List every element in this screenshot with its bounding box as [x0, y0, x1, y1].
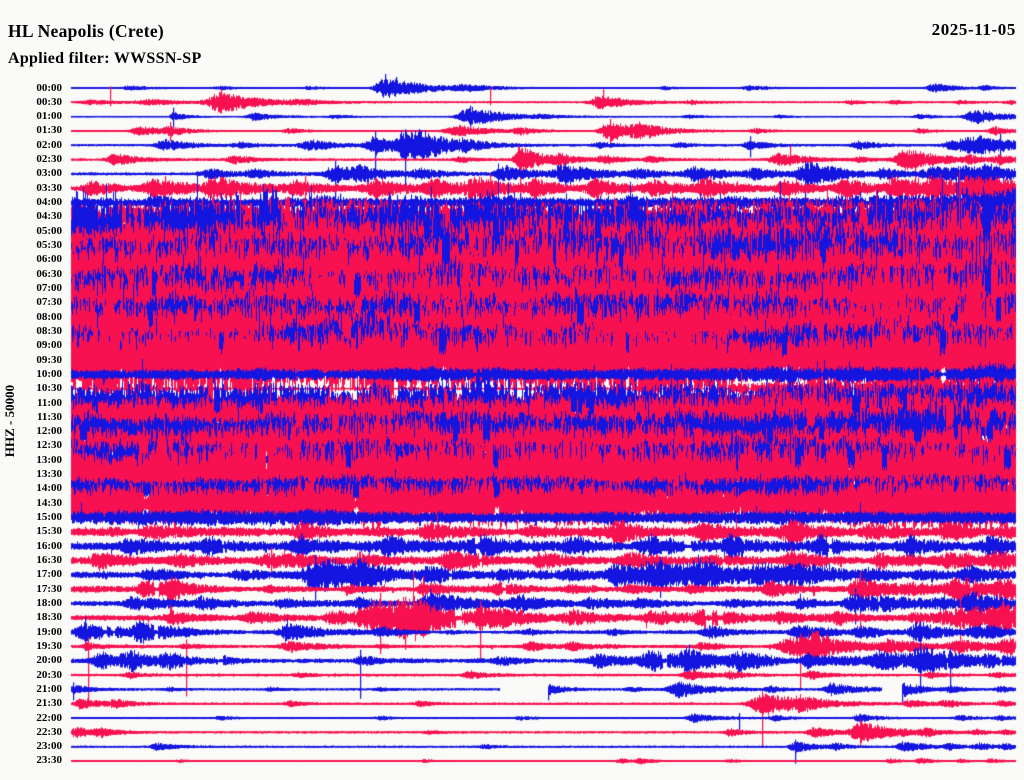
time-label-14:30: 14:30 — [36, 496, 62, 509]
time-label-02:00: 02:00 — [36, 138, 62, 151]
time-label-17:30: 17:30 — [36, 582, 62, 595]
time-label-01:00: 01:00 — [36, 110, 62, 123]
time-label-12:00: 12:00 — [36, 425, 62, 438]
station-title: HL Neapolis (Crete) — [8, 21, 165, 41]
time-label-22:00: 22:00 — [36, 711, 62, 724]
time-label-20:00: 20:00 — [36, 654, 62, 667]
time-label-00:30: 00:30 — [36, 95, 62, 108]
time-label-04:30: 04:30 — [36, 210, 62, 223]
time-label-07:00: 07:00 — [36, 281, 62, 294]
time-label-23:30: 23:30 — [36, 754, 62, 767]
time-label-22:30: 22:30 — [36, 725, 62, 738]
time-label-15:30: 15:30 — [36, 525, 62, 538]
time-label-04:00: 04:00 — [36, 196, 62, 209]
time-label-05:30: 05:30 — [36, 239, 62, 251]
time-label-16:00: 16:00 — [36, 539, 62, 552]
time-label-20:30: 20:30 — [36, 668, 62, 681]
time-label-06:30: 06:30 — [36, 267, 62, 280]
time-label-05:00: 05:00 — [36, 224, 62, 237]
time-label-15:00: 15:00 — [36, 511, 62, 524]
time-label-16:30: 16:30 — [36, 554, 62, 567]
time-label-03:30: 03:30 — [36, 181, 62, 194]
time-label-10:30: 10:30 — [36, 382, 62, 395]
time-label-19:30: 19:30 — [36, 639, 62, 652]
time-label-11:00: 11:00 — [36, 396, 62, 409]
time-label-17:00: 17:00 — [36, 568, 62, 581]
time-label-06:00: 06:00 — [36, 253, 62, 266]
time-label-12:30: 12:30 — [36, 439, 62, 452]
time-label-07:30: 07:30 — [36, 296, 62, 309]
time-label-11:30: 11:30 — [36, 410, 62, 423]
time-label-18:30: 18:30 — [36, 611, 62, 624]
time-label-01:30: 01:30 — [36, 124, 62, 137]
time-label-13:00: 13:00 — [36, 453, 62, 466]
time-label-08:30: 08:30 — [36, 324, 62, 337]
time-label-02:30: 02:30 — [36, 153, 62, 166]
time-label-21:30: 21:30 — [36, 697, 62, 710]
time-label-10:00: 10:00 — [36, 367, 62, 380]
time-label-09:00: 09:00 — [36, 339, 62, 352]
time-label-08:00: 08:00 — [36, 310, 62, 323]
time-label-14:00: 14:00 — [36, 482, 62, 495]
time-label-00:00: 00:00 — [36, 81, 62, 94]
time-label-18:00: 18:00 — [36, 596, 62, 609]
time-label-13:30: 13:30 — [36, 468, 62, 481]
time-label-21:00: 21:00 — [36, 682, 62, 695]
time-label-19:00: 19:00 — [36, 625, 62, 638]
filter-label: Applied filter: WWSSN-SP — [8, 50, 202, 67]
time-label-23:00: 23:00 — [36, 740, 62, 753]
time-label-09:30: 09:30 — [36, 353, 62, 366]
date-label: 2025-11-05 — [931, 20, 1016, 39]
time-label-03:00: 03:00 — [36, 167, 62, 180]
